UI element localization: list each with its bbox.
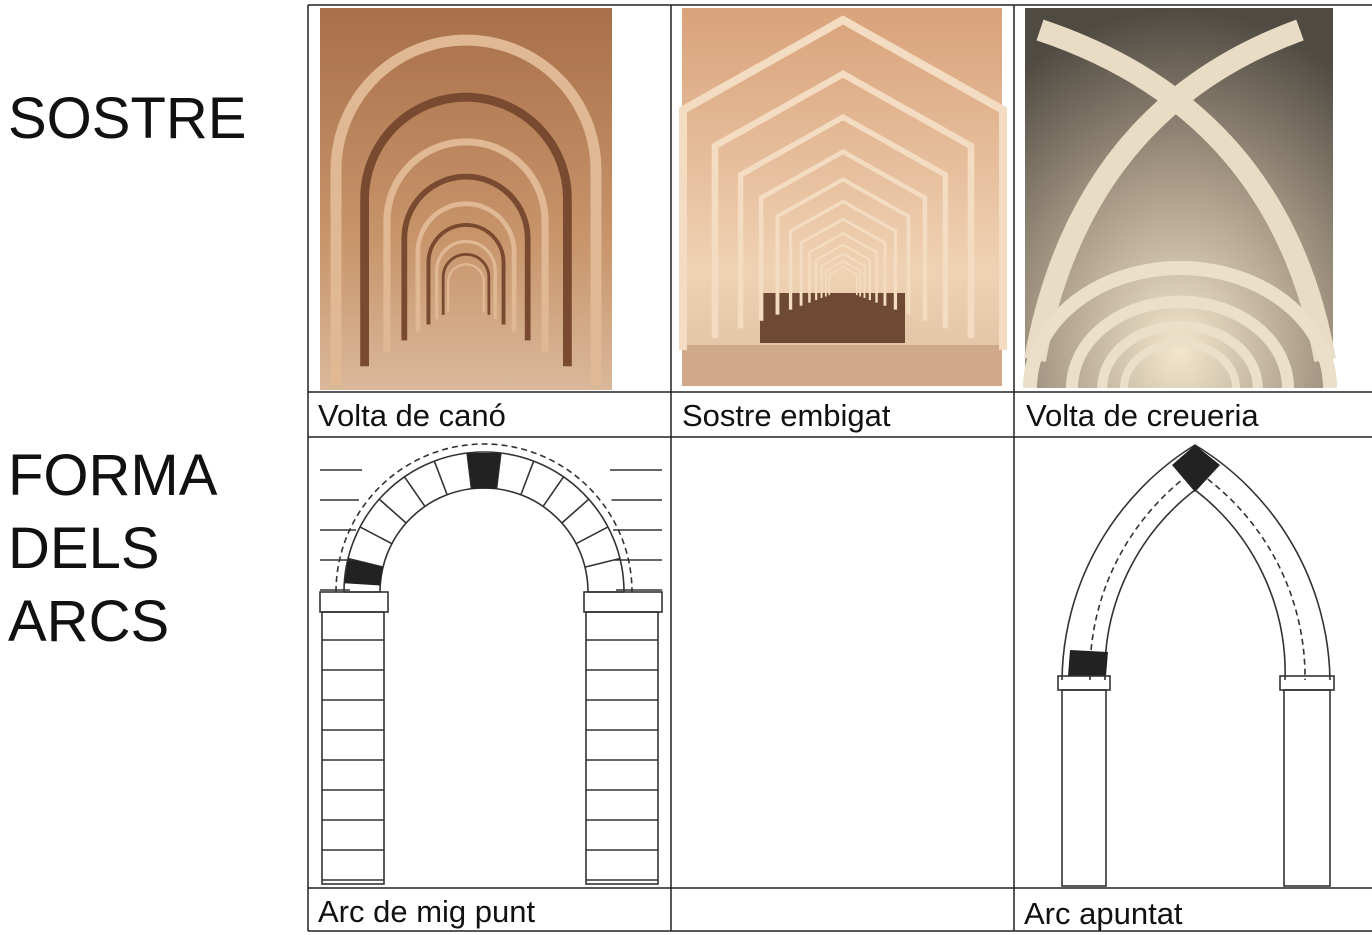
illustration-stroke [379, 487, 589, 593]
photo-barrel-vault [320, 8, 612, 390]
illustration-stroke [1023, 261, 1337, 389]
table-rules [307, 4, 1372, 932]
row-label: FORMA [8, 443, 218, 508]
illustration-stroke [585, 611, 659, 885]
illustration-stroke [1097, 320, 1263, 389]
illustration-stroke [824, 260, 862, 297]
illustration-stroke [433, 460, 448, 496]
caption: Arc apuntat [1024, 896, 1183, 931]
illustration-stroke [441, 253, 491, 315]
illustration-stroke [401, 173, 531, 341]
illustration-stroke [788, 199, 898, 310]
illustration-stroke [520, 460, 535, 496]
illustration-stroke [319, 591, 389, 613]
illustration-stroke [561, 498, 590, 524]
photo-rib-vault [1023, 8, 1337, 389]
illustration-stroke [467, 453, 501, 489]
caption: Volta de canó [318, 398, 506, 433]
caption: Arc de mig punt [318, 894, 535, 929]
illustration-stroke [330, 34, 602, 385]
illustration-stroke [378, 498, 407, 524]
photo-timber-roof [679, 8, 1007, 386]
illustration-stroke [799, 217, 887, 306]
illustration-stroke [344, 558, 384, 586]
illustration-stroke [584, 557, 621, 568]
illustration-stroke [542, 476, 565, 507]
illustration-stroke [711, 70, 975, 338]
illustration-stroke [679, 15, 1007, 350]
illustration-stroke [415, 201, 517, 332]
illustration-stroke [820, 252, 866, 299]
illustration-stroke [447, 263, 485, 312]
row-label: DELS [8, 516, 160, 581]
illustration-stroke [403, 476, 426, 507]
illustration-stroke [758, 149, 928, 321]
illustration-stroke [828, 265, 858, 296]
caption: Volta de creueria [1026, 398, 1259, 433]
illustration-stroke [435, 239, 497, 320]
pointed-arch-drawing [1057, 444, 1335, 887]
round-arch-drawing [319, 443, 663, 885]
caption: Sostre embigat [682, 398, 891, 433]
illustration-stroke [808, 231, 878, 303]
illustration-stroke [815, 243, 871, 301]
illustration-stroke [583, 591, 663, 613]
row-label: SOSTRE [8, 86, 247, 151]
illustration-stroke [575, 526, 609, 545]
illustration-stroke [383, 138, 549, 352]
illustration-stroke [360, 92, 572, 367]
illustration-stroke [321, 611, 385, 885]
illustration-stroke [359, 526, 393, 545]
illustration-stroke [775, 177, 911, 315]
illustration-stroke [426, 223, 506, 325]
row-label: ARCS [8, 589, 169, 654]
illustration-stroke [343, 451, 625, 593]
illustration-stroke [1120, 339, 1240, 389]
illustration-stroke [335, 443, 633, 593]
illustration-stroke [1024, 19, 1336, 362]
illustration-stroke [1066, 295, 1294, 389]
illustration-stroke [737, 114, 949, 329]
